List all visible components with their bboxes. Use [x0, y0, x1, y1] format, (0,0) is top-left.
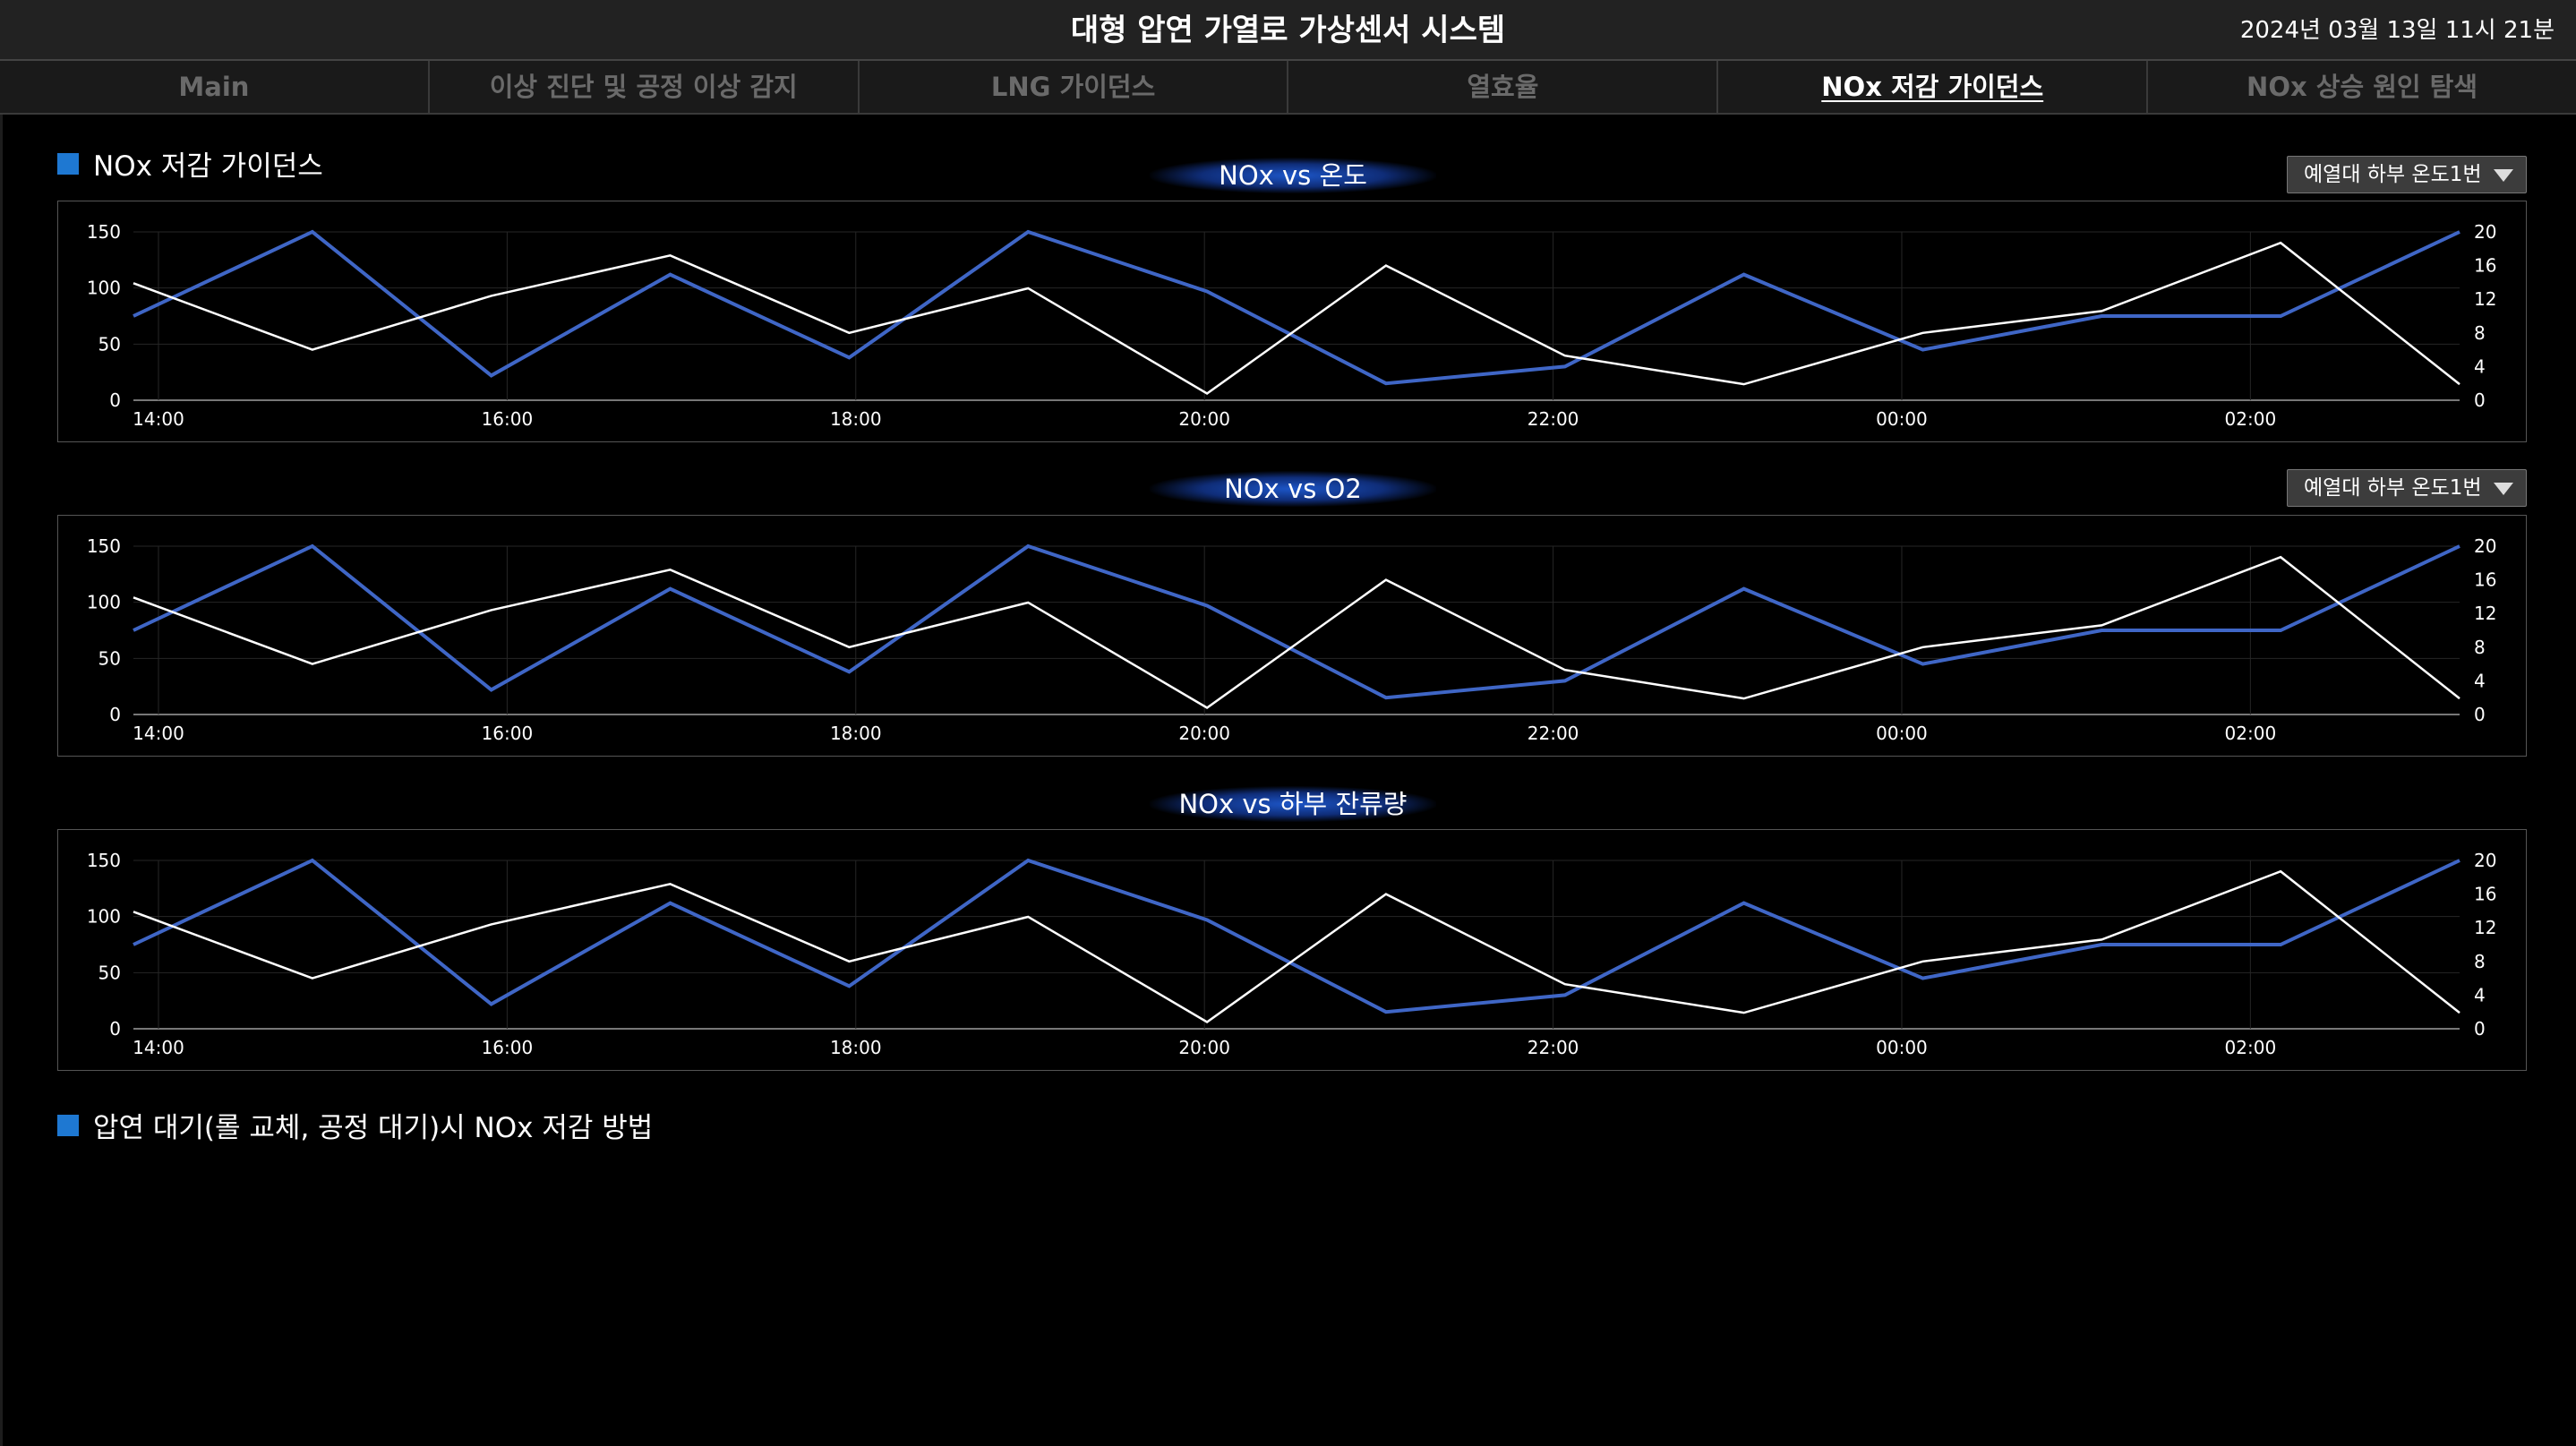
chart-title-nox-o2: NOx vs O2 — [1150, 471, 1436, 507]
y-left-tick-label: 150 — [87, 535, 121, 557]
chart-nox-temperature: 150 100 50 0 20 16 12 8 4 0 14:00 16:00 18:00 20:00 22… — [57, 201, 2527, 442]
y-right-tick-label: 16 — [2474, 884, 2496, 905]
y-right-tick-label: 0 — [2474, 389, 2486, 411]
x-tick-label: 14:00 — [133, 1037, 184, 1058]
chart-svg: 150 100 50 0 20 16 12 8 4 0 14:00 16:00 18:00 20:00 22… — [87, 850, 2497, 1058]
x-tick-label: 00:00 — [1876, 723, 1928, 744]
chart-svg: 150 100 50 0 20 16 12 8 4 0 14:00 16:00 18:00 20:00 22… — [87, 221, 2497, 430]
tab-nox-increase-cause[interactable]: NOx 상승 원인 탐색 — [2247, 72, 2478, 102]
x-tick-label: 02:00 — [2225, 408, 2277, 430]
section-title: 압연 대기(롤 교체, 공정 대기)시 NOx 저감 방법 — [93, 1112, 654, 1144]
chart-nox-residual: 150 100 50 0 20 16 12 8 4 0 14:00 16:00 18:00 20:00 22… — [57, 829, 2527, 1071]
y-left-tick-label: 100 — [87, 906, 121, 928]
x-tick-label: 02:00 — [2225, 723, 2277, 744]
sensor-series-line — [133, 869, 2460, 1023]
y-right-tick-label: 20 — [2474, 535, 2496, 557]
x-tick-label: 22:00 — [1528, 1037, 1579, 1058]
caret-down-icon — [2494, 483, 2513, 495]
y-left-tick-label: 150 — [87, 221, 121, 243]
x-tick-label: 20:00 — [1178, 1037, 1230, 1058]
y-left-tick-label: 100 — [87, 592, 121, 613]
y-right-tick-label: 4 — [2474, 355, 2486, 377]
nox-series-line — [133, 229, 2460, 386]
x-tick-label: 14:00 — [133, 408, 184, 430]
y-right-tick-label: 20 — [2474, 850, 2496, 871]
sensor-select-chart1[interactable]: 예열대 하부 온도1번 — [2287, 156, 2527, 193]
y-right-tick-label: 8 — [2474, 322, 2486, 344]
chart-title-nox-temperature: NOx vs 온도 — [1150, 158, 1436, 193]
x-tick-label: 20:00 — [1178, 408, 1230, 430]
y-left-tick-label: 50 — [98, 647, 121, 669]
nox-series-line — [133, 858, 2460, 1014]
caret-down-icon — [2494, 169, 2513, 182]
sensor-select-chart2[interactable]: 예열대 하부 온도1번 — [2287, 469, 2527, 507]
y-right-tick-label: 16 — [2474, 569, 2496, 591]
chart-title-nox-residual: NOx vs 하부 잔류량 — [1150, 786, 1436, 822]
chart-svg: 150 100 50 0 20 16 12 8 4 0 14:00 16:00 18:00 20:00 22… — [87, 535, 2497, 744]
app-header: 대형 압연 가열로 가상센서 시스템 2024년 03월 13일 11시 21분 — [0, 0, 2576, 61]
current-datetime: 2024년 03월 13일 11시 21분 — [2239, 17, 2555, 44]
left-frame-line — [0, 115, 3, 1446]
y-right-tick-label: 0 — [2474, 704, 2486, 725]
x-tick-label: 18:00 — [830, 408, 882, 430]
y-right-tick-label: 8 — [2474, 637, 2486, 658]
y-left-tick-label: 0 — [109, 1018, 121, 1040]
tab-main[interactable]: Main — [0, 61, 430, 113]
nox-series-line — [133, 543, 2460, 700]
app-title: 대형 압연 가열로 가상센서 시스템 — [1070, 13, 1506, 48]
y-right-tick-label: 8 — [2474, 951, 2486, 972]
y-right-tick-label: 12 — [2474, 288, 2496, 310]
y-right-tick-label: 4 — [2474, 984, 2486, 1005]
tab-lng-guidance[interactable]: LNG 가이던스 — [860, 61, 1289, 113]
x-tick-label: 16:00 — [482, 723, 534, 744]
tab-nox-reduction-guidance[interactable]: NOx 저감 가이던스 — [1718, 61, 2149, 113]
chart-nox-o2: 150 100 50 0 20 16 12 8 4 0 14:00 16:00 18:00 20:00 22… — [57, 515, 2527, 757]
sensor-select-value: 예열대 하부 온도1번 — [2304, 476, 2482, 500]
y-right-tick-label: 4 — [2474, 670, 2486, 691]
x-tick-label: 02:00 — [2225, 1037, 2277, 1058]
x-tick-label: 22:00 — [1528, 408, 1579, 430]
sensor-series-line — [133, 241, 2460, 395]
section-title: NOx 저감 가이던스 — [93, 150, 323, 183]
x-tick-label: 00:00 — [1876, 1037, 1928, 1058]
y-right-tick-label: 12 — [2474, 917, 2496, 938]
main-tabs: Main 이상 진단 및 공정 이상 감지 LNG 가이던스 열효율 NOx 저… — [0, 61, 2576, 115]
x-tick-label: 20:00 — [1178, 723, 1230, 744]
y-left-tick-label: 150 — [87, 850, 121, 871]
tab-thermal-efficiency[interactable]: 열효율 — [1288, 61, 1719, 113]
x-tick-label: 16:00 — [482, 1037, 534, 1058]
sensor-series-line — [133, 555, 2460, 709]
section-nox-guidance: NOx 저감 가이던스 — [57, 143, 323, 184]
section-marker-icon — [57, 152, 79, 175]
x-tick-label: 14:00 — [133, 723, 184, 744]
y-right-tick-label: 0 — [2474, 1018, 2486, 1040]
section-marker-icon — [57, 1114, 79, 1136]
x-tick-label: 18:00 — [830, 1037, 882, 1058]
x-tick-label: 18:00 — [830, 723, 882, 744]
y-right-tick-label: 12 — [2474, 603, 2496, 624]
x-tick-label: 16:00 — [482, 408, 534, 430]
y-left-tick-label: 50 — [98, 962, 121, 983]
y-left-tick-label: 100 — [87, 278, 121, 299]
y-right-tick-label: 16 — [2474, 255, 2496, 277]
y-right-tick-label: 20 — [2474, 221, 2496, 243]
sensor-select-value: 예열대 하부 온도1번 — [2304, 163, 2482, 186]
y-left-tick-label: 50 — [98, 333, 121, 355]
y-left-tick-label: 0 — [109, 389, 121, 411]
y-left-tick-label: 0 — [109, 704, 121, 725]
x-tick-label: 22:00 — [1528, 723, 1579, 744]
x-tick-label: 00:00 — [1876, 408, 1928, 430]
section-standby-nox-method: 압연 대기(롤 교체, 공정 대기)시 NOx 저감 방법 — [57, 1105, 653, 1145]
tab-anomaly-diagnosis[interactable]: 이상 진단 및 공정 이상 감지 — [430, 61, 860, 113]
